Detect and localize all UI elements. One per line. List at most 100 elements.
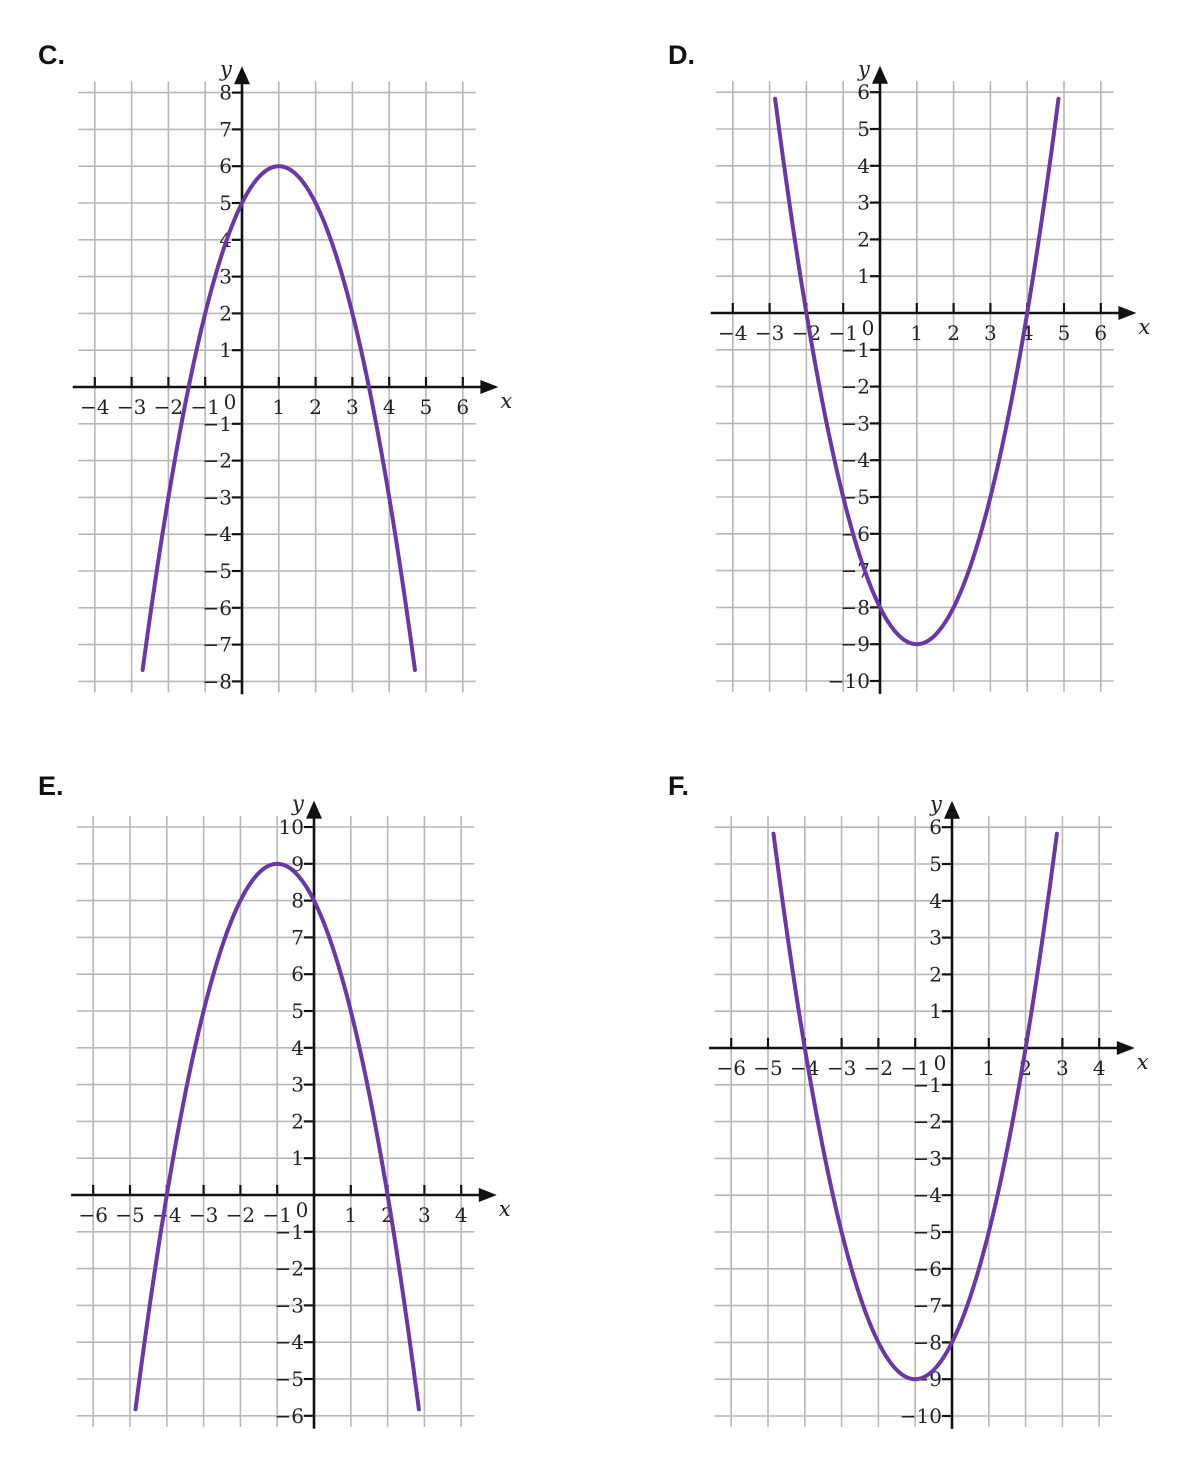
x-tick-label: −3 xyxy=(117,395,146,419)
y-tick-label: −10 xyxy=(828,669,870,693)
y-axis-label: y xyxy=(291,792,305,816)
x-tick-label: 3 xyxy=(1056,1056,1069,1080)
x-tick-label: 3 xyxy=(984,321,997,345)
x-tick-label: 6 xyxy=(1094,321,1107,345)
y-tick-label: −2 xyxy=(275,1257,304,1281)
y-axis-arrowhead xyxy=(944,800,960,819)
y-axis-arrowhead xyxy=(234,66,250,85)
y-tick-label: −8 xyxy=(913,1330,942,1354)
x-tick-label: 6 xyxy=(456,395,469,419)
y-tick-label: 10 xyxy=(279,815,304,839)
parabola-curve xyxy=(140,164,417,672)
x-axis-arrowhead xyxy=(1116,1041,1135,1055)
y-tick-label: −1 xyxy=(275,1220,304,1244)
y-axis-label: y xyxy=(219,57,233,81)
y-tick-label: −4 xyxy=(203,522,232,546)
y-tick-label: −4 xyxy=(275,1330,304,1354)
y-tick-label: −3 xyxy=(841,411,870,435)
x-tick-label: −2 xyxy=(154,395,183,419)
y-tick-label: 5 xyxy=(219,191,232,215)
x-tick-label: −2 xyxy=(226,1203,255,1227)
x-tick-label: −1 xyxy=(900,1056,929,1080)
x-tick-label: −4 xyxy=(718,321,747,345)
chart-panel-2: D.xy−4 −3 −2 −1 1 2 3 4 5 6−10−9−8−7−6−5−4−3−2−11… xyxy=(668,40,1150,694)
x-axis-label: x xyxy=(1137,1050,1149,1074)
y-tick-label: −6 xyxy=(275,1404,304,1428)
x-tick-label: −3 xyxy=(755,321,784,345)
x-tick-label: 1 xyxy=(344,1203,357,1227)
x-tick-label: −3 xyxy=(827,1056,856,1080)
y-axis-arrowhead xyxy=(872,65,888,84)
y-tick-label: 1 xyxy=(857,264,870,288)
x-tick-label: −5 xyxy=(753,1056,782,1080)
y-tick-label: 7 xyxy=(219,117,232,141)
chart-panel-1: C.xy−4 −3 −2 −1 1 2 3 4 5 6−8−7−6−5−4−3−2−1123456… xyxy=(38,40,512,695)
y-tick-label: −3 xyxy=(275,1293,304,1317)
x-tick-label: 1 xyxy=(910,321,923,345)
x-axis-label: x xyxy=(500,389,512,413)
y-tick-label: −1 xyxy=(913,1073,942,1097)
y-tick-label: 6 xyxy=(291,962,304,986)
y-tick-label: −1 xyxy=(203,412,232,436)
x-axis-arrowhead xyxy=(480,380,499,394)
origin-label: 0 xyxy=(224,390,237,414)
y-tick-label: 3 xyxy=(219,265,232,289)
x-tick-label: 1 xyxy=(272,395,285,419)
y-tick-label: 4 xyxy=(291,1036,304,1060)
x-tick-label: −4 xyxy=(80,395,109,419)
y-tick-label: 6 xyxy=(857,80,870,104)
y-tick-label: −10 xyxy=(900,1404,942,1428)
y-tick-label: −2 xyxy=(913,1110,942,1134)
y-tick-label: 3 xyxy=(857,191,870,215)
y-tick-label: −4 xyxy=(913,1183,942,1207)
y-tick-label: 5 xyxy=(291,999,304,1023)
x-tick-label: −1 xyxy=(828,321,857,345)
chart-panel-4: F.xy−6 −5 −4 −3 −2 −1 1 2 3 4−10−9−8−7−6−5−4−3−2−… xyxy=(668,771,1149,1429)
x-tick-label: −6 xyxy=(716,1056,745,1080)
y-tick-label: −5 xyxy=(913,1220,942,1244)
x-tick-label: 3 xyxy=(346,395,359,419)
x-tick-label: 4 xyxy=(455,1203,468,1227)
x-tick-label: −2 xyxy=(864,1056,893,1080)
y-tick-label: 5 xyxy=(857,117,870,141)
y-tick-label: 8 xyxy=(291,889,304,913)
parabola-curve xyxy=(133,861,421,1412)
y-tick-label: 5 xyxy=(929,852,942,876)
y-tick-label: −2 xyxy=(841,375,870,399)
y-tick-label: 2 xyxy=(929,962,942,986)
origin-label: 0 xyxy=(934,1051,947,1075)
y-tick-label: −9 xyxy=(841,632,870,656)
x-axis-label: x xyxy=(499,1197,511,1221)
y-axis-arrowhead xyxy=(306,800,322,819)
y-tick-label: 2 xyxy=(219,301,232,325)
x-axis-arrowhead xyxy=(478,1188,497,1202)
y-tick-label: −6 xyxy=(203,596,232,620)
y-tick-label: −4 xyxy=(841,448,870,472)
origin-label: 0 xyxy=(862,316,875,340)
grid xyxy=(714,816,1113,1428)
x-tick-label: 2 xyxy=(309,395,322,419)
x-tick-label: 1 xyxy=(982,1056,995,1080)
x-axis-label: x xyxy=(1138,315,1150,339)
panel-label: C. xyxy=(38,40,65,70)
y-tick-label: −8 xyxy=(841,595,870,619)
x-tick-label: 5 xyxy=(420,395,433,419)
y-tick-label: 1 xyxy=(219,338,232,362)
x-tick-label: −1 xyxy=(262,1203,291,1227)
x-tick-label: −3 xyxy=(189,1203,218,1227)
y-tick-label: −7 xyxy=(913,1294,942,1318)
y-tick-label: 7 xyxy=(291,925,304,949)
x-tick-label: −1 xyxy=(190,395,219,419)
y-tick-label: −2 xyxy=(203,449,232,473)
y-tick-label: −3 xyxy=(913,1146,942,1170)
y-tick-label: 2 xyxy=(857,227,870,251)
y-tick-label: 6 xyxy=(219,154,232,178)
y-tick-label: 3 xyxy=(291,1073,304,1097)
x-tick-label: −5 xyxy=(115,1203,144,1227)
x-axis-arrowhead xyxy=(1118,306,1137,320)
x-tick-label: 4 xyxy=(383,395,396,419)
chart-panel-3: E.xy−6 −5 −4 −3 −2 −1 1 2 3 4−6−5−4−3−2−112345678… xyxy=(38,771,511,1429)
y-tick-label: −5 xyxy=(203,559,232,583)
grid xyxy=(78,81,476,693)
